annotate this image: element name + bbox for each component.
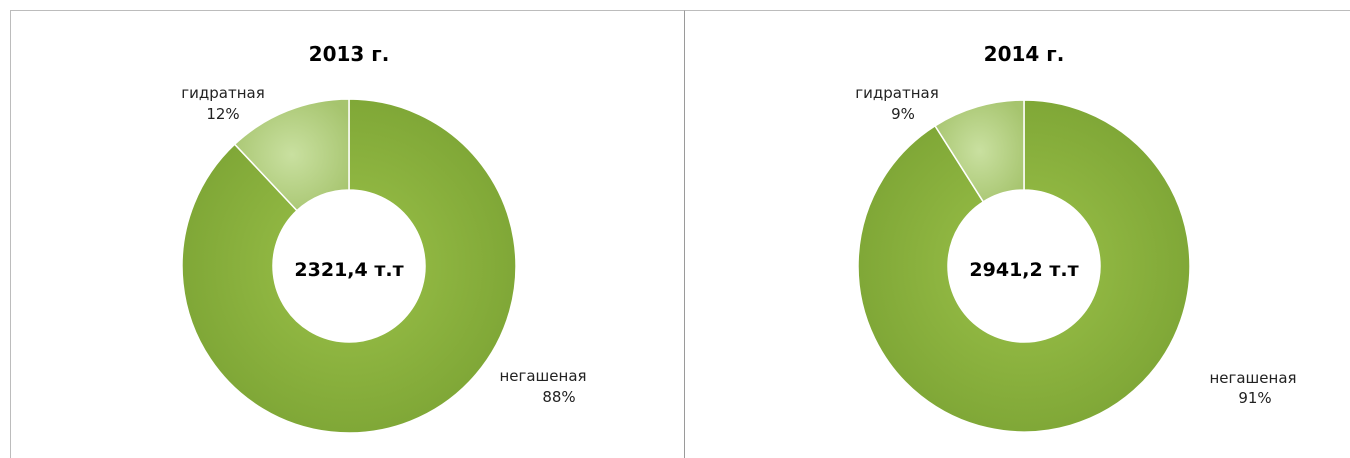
slice-label-name-hydrated: гидратная	[855, 84, 938, 102]
chart-panel-2013: 2013 г. 2321,4 т.т гидратная 12% негашен…	[10, 10, 684, 458]
donut-slice-quicklime	[181, 98, 517, 434]
slice-label-value-hydrated: 9%	[891, 105, 915, 123]
chart-title: 2013 г.	[309, 42, 390, 66]
slice-label-value-hydrated: 12%	[206, 105, 239, 123]
slice-label-name-quicklime: негашеная	[1209, 369, 1296, 387]
center-total-label: 2321,4 т.т	[294, 259, 403, 281]
slice-label-value-quicklime: 91%	[1238, 389, 1271, 407]
slice-label-name-quicklime: негашеная	[499, 367, 586, 385]
donut-chart-2014: 2014 г. 2941,2 т.т гидратная 9% негашена…	[855, 42, 1297, 433]
donut-slice-hydrated	[934, 99, 1025, 203]
slice-label-value-quicklime: 88%	[542, 388, 575, 406]
donut-chart-2013: 2013 г. 2321,4 т.т гидратная 12% негашен…	[181, 42, 587, 434]
chart-title: 2014 г.	[984, 42, 1065, 66]
donut-slice-quicklime	[857, 99, 1191, 433]
center-total-label: 2941,2 т.т	[969, 259, 1078, 281]
slice-label-name-hydrated: гидратная	[181, 84, 264, 102]
donut-slice-hydrated	[233, 98, 350, 212]
chart-panel-2014: 2014 г. 2941,2 т.т гидратная 9% негашена…	[684, 10, 1350, 458]
